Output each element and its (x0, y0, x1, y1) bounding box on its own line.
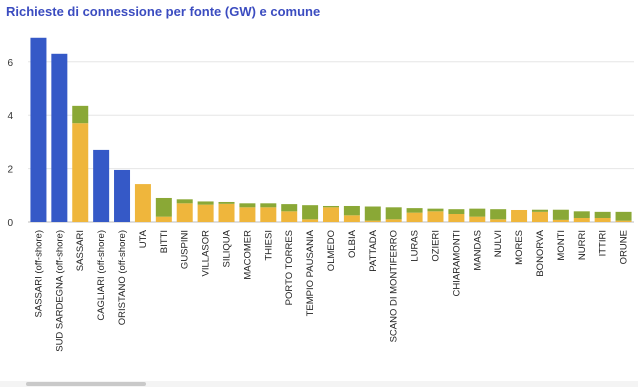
bar-segment (218, 203, 235, 222)
bar-segment (531, 211, 548, 222)
bar-segment (155, 216, 172, 222)
x-tick-label: CAGLIARI (off-shore) (96, 230, 107, 321)
bar-segment (490, 219, 507, 222)
x-tick-label: PATTADA (368, 229, 379, 271)
bar-segment (155, 197, 172, 217)
bar-segment (260, 207, 277, 222)
bar-segment (364, 206, 381, 221)
bar-segment (302, 219, 319, 222)
bar-segment (51, 53, 68, 222)
bar-segment (281, 204, 298, 212)
bar-segment (72, 105, 89, 124)
x-tick-label: ORUNE (619, 230, 630, 264)
bar-segment (615, 220, 632, 222)
x-tick-label: MONTI (556, 230, 567, 261)
scrollbar-thumb[interactable] (26, 382, 146, 386)
bar-segment (343, 205, 360, 216)
x-tick-label: PORTO TORRES (284, 230, 295, 305)
bar-segment (323, 205, 339, 208)
y-tick-label: 0 (7, 218, 13, 229)
bar-segment (427, 208, 444, 212)
bar-segment (302, 205, 319, 220)
y-tick-label: 2 (7, 165, 13, 176)
bar-segment (573, 211, 590, 218)
x-tick-label: SASSARI (off-shore) (33, 230, 44, 317)
x-tick-label: SASSARI (75, 230, 86, 271)
x-tick-label: NURRI (577, 230, 588, 260)
bar-segment (114, 169, 131, 222)
bar-segment (448, 209, 465, 214)
bar-segment (323, 207, 339, 222)
bar-segment (239, 203, 256, 208)
x-tick-label: THIESI (263, 230, 274, 261)
x-tick-label: ITTIRI (598, 230, 609, 256)
x-tick-label: OZIERI (430, 230, 441, 262)
chart-title: Richieste di connessione per fonte (GW) … (6, 4, 321, 19)
x-tick-label: SCANO DI MONTIFERRO (389, 230, 400, 342)
x-tick-label: SUD SARDEGNA (off-shore) (54, 230, 65, 352)
bar-segment (176, 199, 193, 204)
bar-segment (72, 123, 89, 222)
y-tick-label: 6 (7, 58, 13, 69)
bar-segment (427, 211, 444, 222)
x-tick-label: VILLASOR (201, 230, 212, 277)
bar-segment (511, 209, 528, 223)
bar-segment (134, 184, 151, 222)
bar-segment (364, 220, 381, 222)
bar-segment (93, 149, 110, 222)
bar-segment (197, 204, 214, 223)
bar-segment (197, 201, 214, 205)
bar-segment (615, 211, 632, 221)
bar-segment (531, 209, 548, 212)
bar-segment (406, 208, 423, 213)
bar-segment (469, 208, 486, 217)
bar-segment (552, 209, 569, 220)
bar-segment (239, 207, 256, 222)
bar-segment (573, 218, 590, 222)
y-axis-ticks: 0 2 4 6 (7, 58, 13, 229)
bar-segment (552, 219, 569, 222)
bar-segment (448, 213, 465, 222)
bar-segment (281, 211, 298, 222)
x-tick-label: CHIARAMONTI (451, 230, 462, 297)
bar-segment (469, 216, 486, 222)
bar-segment (218, 201, 235, 204)
x-tick-label: MACOMER (242, 230, 253, 280)
bar-segment (385, 207, 402, 220)
x-tick-label: OLBIA (347, 229, 358, 258)
x-tick-label: SILIQUA (222, 229, 233, 267)
bar-segment (260, 203, 277, 208)
bar-segment (30, 37, 47, 222)
bar-segment (385, 219, 402, 222)
bar-segment (343, 215, 360, 222)
x-tick-label: MANDAS (472, 230, 483, 271)
x-tick-label: MORES (514, 230, 525, 265)
bar-segment (594, 218, 611, 222)
x-tick-label: OLMEDO (326, 230, 337, 271)
x-tick-label: BITTI (159, 230, 170, 253)
x-tick-label: ORISTANO (off-shore) (117, 230, 128, 325)
x-tick-label: UTA (138, 229, 149, 248)
bar-segment (176, 203, 193, 222)
bar-segment (490, 209, 507, 220)
y-tick-label: 4 (7, 111, 13, 122)
x-tick-label: LURAS (410, 230, 421, 262)
x-tick-label: GUSPINI (180, 230, 191, 269)
x-tick-label: TEMPIO PAUSANIA (305, 229, 316, 316)
x-tick-label: NULVI (493, 230, 504, 257)
x-axis-labels: SASSARI (off-shore) SUD SARDEGNA (off-sho… (33, 229, 629, 351)
bar-segment (594, 211, 611, 218)
bar-segment (406, 212, 423, 222)
horizontal-scrollbar[interactable] (0, 381, 638, 387)
bars (30, 37, 632, 223)
x-tick-label: BONORVA (535, 229, 546, 276)
